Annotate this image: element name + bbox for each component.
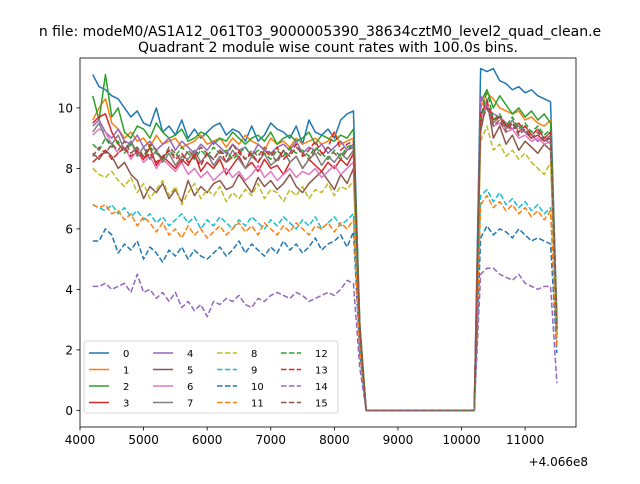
legend-label-11: 11 xyxy=(251,399,264,410)
series-line-10 xyxy=(92,225,558,412)
x-tick-label: 4000 xyxy=(65,433,96,447)
series-line-14 xyxy=(92,267,558,412)
legend-label-6: 6 xyxy=(187,382,193,393)
x-tick-label: 8000 xyxy=(319,433,350,447)
figure-suptitle: n file: modeM0/AS1A12_061T03_9000005390_… xyxy=(39,24,601,40)
x-tick-label: 11000 xyxy=(506,433,544,447)
y-tick-label: 2 xyxy=(65,343,73,357)
legend-label-0: 0 xyxy=(123,349,129,360)
legend-label-13: 13 xyxy=(315,366,328,377)
legend-label-5: 5 xyxy=(187,366,193,377)
y-tick-label: 4 xyxy=(65,283,73,297)
legend-label-10: 10 xyxy=(251,382,264,393)
legend-label-15: 15 xyxy=(315,399,328,410)
x-tick-label: 7000 xyxy=(255,433,286,447)
y-tick-label: 10 xyxy=(58,101,73,115)
legend-label-2: 2 xyxy=(123,382,129,393)
series-line-15 xyxy=(92,107,558,412)
legend-label-9: 9 xyxy=(251,366,257,377)
legend-label-1: 1 xyxy=(123,366,129,377)
series-line-11 xyxy=(92,194,558,412)
y-tick-label: 6 xyxy=(65,222,73,236)
plot-frame xyxy=(79,57,577,428)
x-tick-label: 10000 xyxy=(442,433,480,447)
x-tick-label: 6000 xyxy=(192,433,223,447)
axes: 4000 5000 6000 7000 8000 9000 10000 11000 0 2 4 6 8 1… xyxy=(58,57,577,447)
y-tick-label: 8 xyxy=(65,162,73,176)
x-tick-label: 9000 xyxy=(383,433,414,447)
legend-label-8: 8 xyxy=(251,349,257,360)
legend-label-14: 14 xyxy=(315,382,328,393)
x-offset-label: +4.066e8 xyxy=(529,455,588,469)
legend-label-7: 7 xyxy=(187,399,193,410)
y-tick-label: 0 xyxy=(65,404,73,418)
legend-label-4: 4 xyxy=(187,349,193,360)
legend-box xyxy=(83,340,339,414)
chart-title: Quadrant 2 module wise count rates with … xyxy=(138,40,518,56)
x-tick-label: 5000 xyxy=(128,433,159,447)
legend-label-12: 12 xyxy=(315,349,328,360)
legend-label-3: 3 xyxy=(123,399,129,410)
